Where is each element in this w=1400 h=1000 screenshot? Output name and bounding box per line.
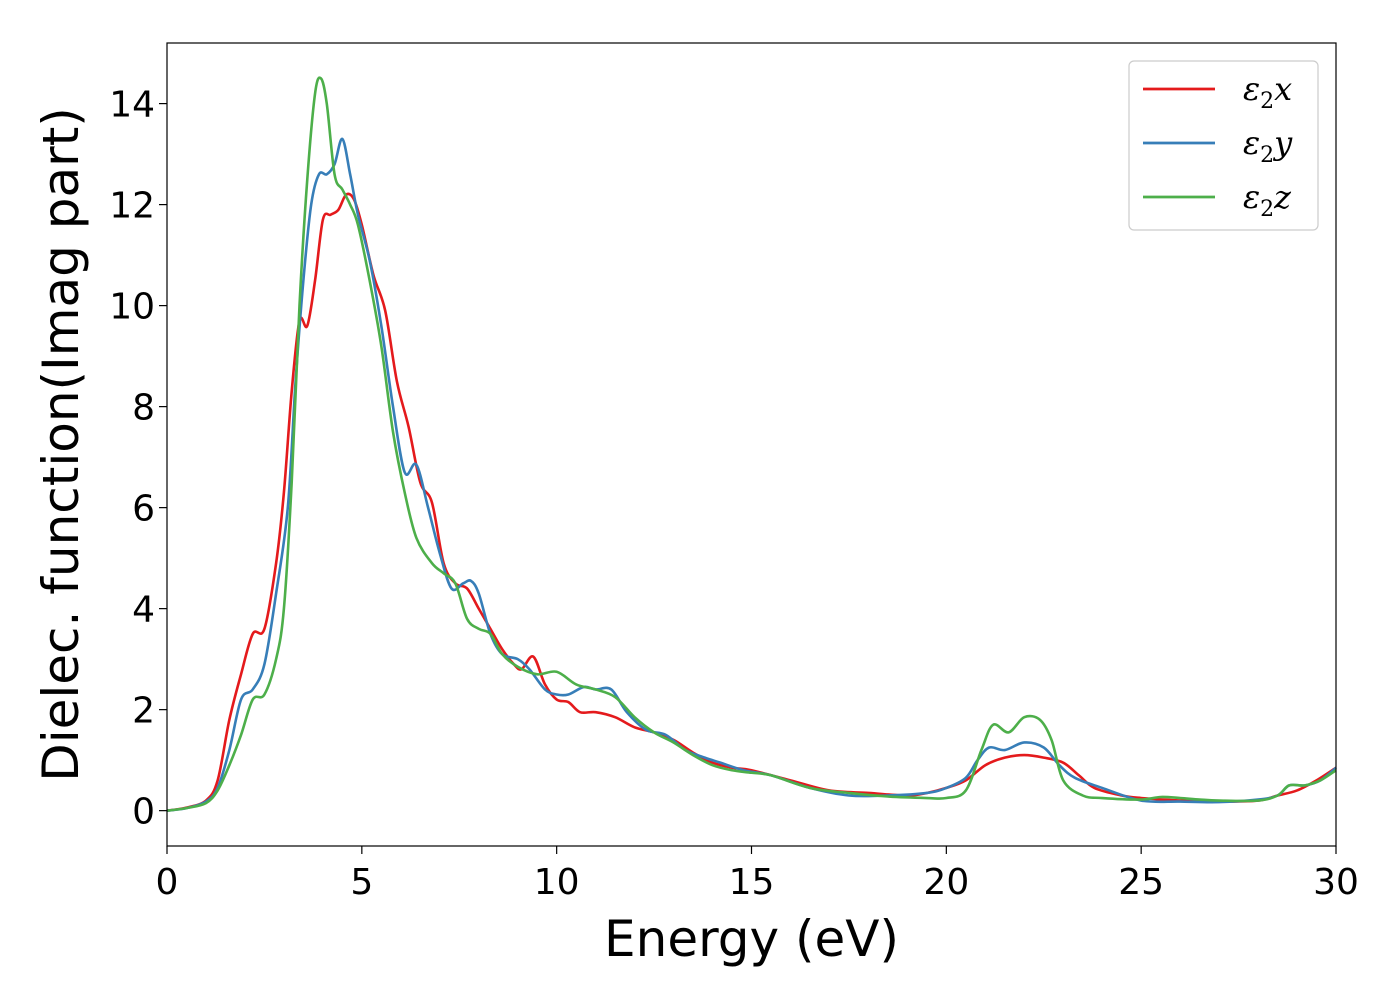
series-line-z [166,76,1337,812]
legend-box [1128,60,1319,231]
legend-label: ε2y [1243,124,1293,168]
series-line-x [166,192,1337,812]
y-tick-label: 2 [132,691,155,732]
legend-item-x: ε2x [1143,70,1292,114]
x-tick-label: 0 [156,862,179,903]
x-tick-label: 25 [1118,862,1164,903]
y-tick-label: 8 [132,388,155,429]
series-layer [166,76,1337,812]
legend: ε2x ε2y ε2z [1128,60,1319,231]
y-tick-label: 6 [132,489,155,530]
y-tick-label: 0 [132,792,155,833]
x-tick-label: 30 [1313,862,1359,903]
y-tick-label: 10 [109,287,155,328]
legend-item-z: ε2z [1143,178,1292,222]
y-tick-label: 12 [109,186,155,227]
y-axis-label: Dielec. function(Imag part) [32,107,90,782]
x-tick-label: 20 [923,862,969,903]
x-axis: 0 5 10 15 20 25 30 [156,846,1359,903]
x-tick-label: 10 [534,862,580,903]
x-tick-label: 5 [350,862,373,903]
x-axis-label: Energy (eV) [604,910,899,968]
legend-label: ε2z [1243,178,1292,222]
y-tick-label: 14 [109,85,155,126]
legend-item-y: ε2y [1143,124,1293,168]
legend-label: ε2x [1243,70,1292,114]
y-axis: 0 2 4 6 8 10 12 14 [109,85,167,833]
x-tick-label: 15 [729,862,775,903]
y-tick-label: 4 [132,590,155,631]
series-line-y [166,137,1337,812]
